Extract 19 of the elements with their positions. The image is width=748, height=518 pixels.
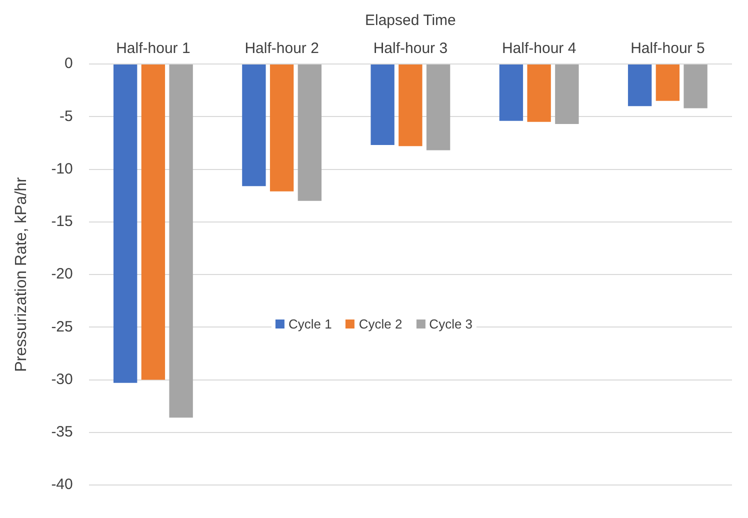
- y-axis-title: Pressurization Rate, kPa/hr: [13, 176, 30, 372]
- y-tick-label: -30: [51, 370, 73, 388]
- y-tick-label: -20: [51, 266, 73, 283]
- y-tick-label: -15: [51, 213, 73, 230]
- y-tick-label: -10: [51, 160, 73, 178]
- legend-label: Cycle 3: [429, 316, 473, 332]
- y-tick-label: 0: [64, 55, 73, 72]
- x-tick-label: Half-hour 2: [244, 40, 319, 58]
- legend-label: Cycle 1: [288, 316, 332, 332]
- x-tick-label: Half-hour 3: [373, 40, 448, 58]
- x-tick-label: Half-hour 5: [630, 40, 705, 58]
- y-tick-label: -5: [60, 108, 73, 125]
- y-tick-label: -40: [51, 476, 73, 494]
- x-axis-title: Elapsed Time: [364, 12, 456, 30]
- x-tick-label: Half-hour 1: [116, 40, 190, 58]
- x-tick-label: Half-hour 4: [502, 40, 576, 58]
- y-tick-label: -25: [51, 318, 73, 336]
- legend-label: Cycle 2: [358, 316, 402, 332]
- y-tick-label: -35: [51, 424, 73, 441]
